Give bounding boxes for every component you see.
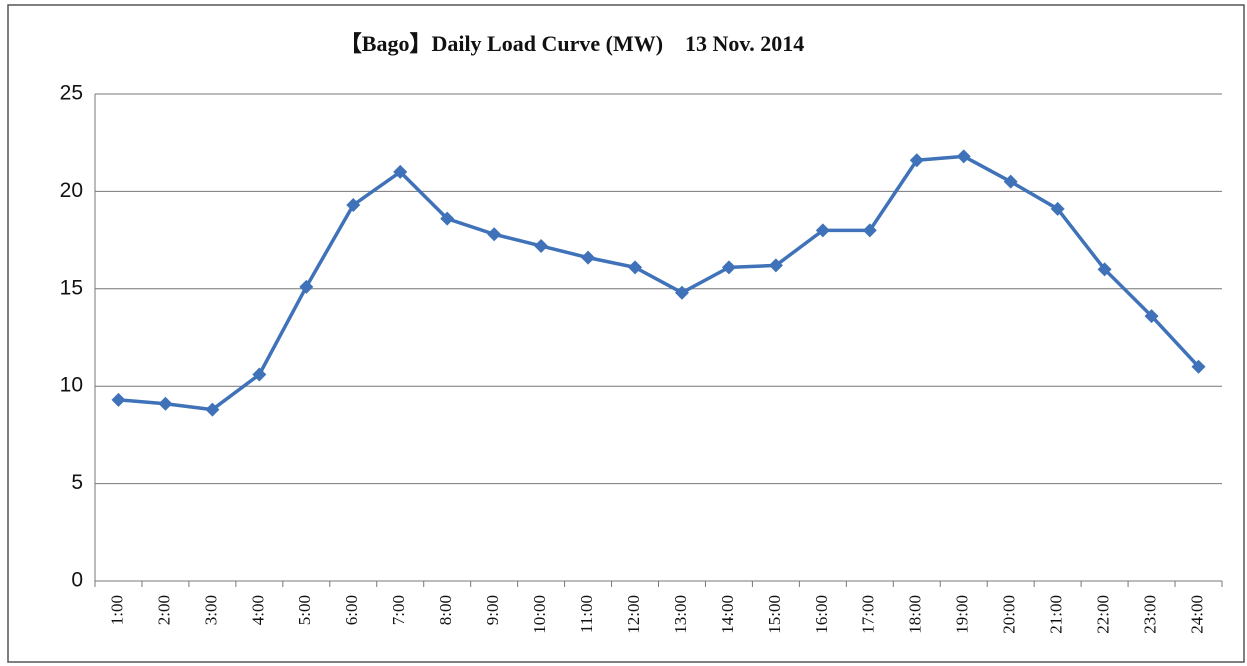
marker (815, 223, 830, 238)
marker (534, 238, 549, 253)
x-tick-label: 3:00 (201, 595, 220, 625)
y-tick-label: 5 (71, 471, 83, 494)
x-tick-label: 6:00 (342, 595, 361, 625)
x-tick-label: 8:00 (436, 595, 455, 625)
x-tick-label: 21:00 (1047, 595, 1066, 634)
marker (1003, 174, 1018, 189)
x-tick-label: 16:00 (812, 595, 831, 634)
chart-title: 【Bago】Daily Load Curve (MW) 13 Nov. 2014 (340, 31, 804, 56)
marker (487, 227, 502, 242)
x-tick-label: 12:00 (624, 595, 643, 634)
marker (252, 367, 267, 382)
x-tick-label: 24:00 (1187, 595, 1206, 634)
chart-border (7, 4, 1245, 663)
x-tick-label: 10:00 (530, 595, 549, 634)
y-tick-label: 0 (71, 569, 83, 592)
x-tick-label: 4:00 (248, 595, 267, 625)
x-tick-label: 18:00 (906, 595, 925, 634)
x-tick-label: 20:00 (1000, 595, 1019, 634)
marker (346, 198, 361, 213)
line (118, 154, 1200, 412)
marker (862, 223, 877, 238)
marker (1144, 309, 1159, 324)
marker (1097, 262, 1112, 277)
y-tick-label: 25 (60, 82, 83, 105)
x-tick-label: 13:00 (671, 595, 690, 634)
x-tick-label: 22:00 (1094, 595, 1113, 634)
x-tick-label: 23:00 (1140, 595, 1159, 634)
marker (581, 250, 596, 265)
marker (721, 260, 736, 275)
x-tick-label: 7:00 (389, 595, 408, 625)
x-tick-label: 5:00 (295, 595, 314, 625)
x-tick-label: 14:00 (718, 595, 737, 634)
marker (768, 258, 783, 273)
marker (1050, 201, 1065, 216)
marker (1191, 359, 1206, 374)
y-tick-label: 20 (60, 179, 83, 202)
x-tick-label: 17:00 (859, 595, 878, 634)
marker (909, 153, 924, 168)
marker (628, 260, 643, 275)
marker (299, 279, 314, 294)
y-tick-label: 15 (60, 276, 83, 299)
marker (393, 164, 408, 179)
x-tick-label: 1:00 (107, 595, 126, 625)
y-tick-label: 10 (60, 374, 83, 397)
marker (674, 285, 689, 300)
x-tick-label: 2:00 (154, 595, 173, 625)
x-tick-label: 9:00 (483, 595, 502, 625)
marker (956, 149, 971, 164)
marker (111, 392, 126, 407)
x-tick-label: 15:00 (765, 595, 784, 634)
marker (158, 396, 173, 411)
marker (440, 211, 455, 226)
x-tick-label: 11:00 (577, 595, 596, 633)
marker (205, 402, 220, 417)
x-tick-label: 19:00 (953, 595, 972, 634)
